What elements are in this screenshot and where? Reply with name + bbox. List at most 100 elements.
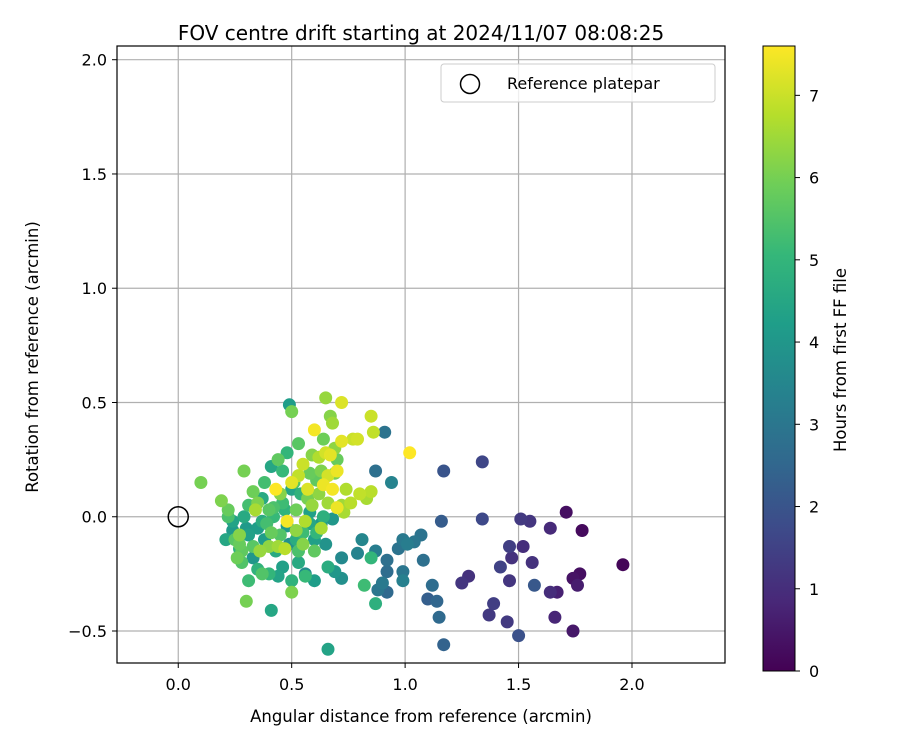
data-point: [369, 597, 383, 611]
data-point: [548, 610, 562, 624]
data-point: [543, 585, 557, 599]
x-tick-label: 1.0: [392, 675, 417, 694]
colorbar-tick-label: 3: [809, 415, 819, 434]
data-point: [475, 455, 489, 469]
colorbar-tick-label: 7: [809, 86, 819, 105]
data-point: [285, 574, 299, 588]
y-axis-label: Rotation from reference (arcmin): [23, 221, 42, 493]
data-point: [505, 551, 519, 565]
data-point: [292, 556, 305, 569]
data-point: [380, 565, 394, 579]
y-tick-label: 0.0: [82, 508, 107, 527]
y-tick-label: 1.0: [82, 279, 107, 298]
x-tick-label: 1.5: [506, 675, 531, 694]
x-tick-label: 2.0: [619, 675, 644, 694]
data-point: [500, 615, 514, 629]
data-point: [335, 551, 349, 565]
data-point: [425, 578, 439, 592]
data-point: [566, 624, 580, 638]
data-point: [233, 528, 246, 542]
x-tick-label: 0.5: [279, 675, 304, 694]
data-point: [307, 544, 321, 558]
data-point: [255, 567, 269, 581]
data-point: [219, 533, 233, 547]
data-point: [269, 482, 283, 496]
data-point: [285, 476, 299, 489]
data-point: [239, 594, 253, 608]
colorbar-tick-label: 0: [809, 662, 819, 681]
data-point: [280, 514, 294, 528]
colorbar-tick-label: 4: [809, 333, 819, 352]
data-point: [264, 603, 278, 617]
plot-frame: [116, 45, 726, 664]
reference-point: [167, 505, 190, 528]
data-point: [543, 521, 557, 535]
data-point: [264, 526, 278, 540]
grid-lines: [117, 46, 725, 663]
data-point: [396, 574, 410, 588]
data-point: [339, 482, 353, 496]
data-point: [303, 466, 317, 480]
data-point: [430, 594, 444, 608]
data-point: [298, 569, 312, 583]
colorbar-tick-label: 5: [809, 251, 819, 270]
data-point: [437, 638, 451, 652]
data-point: [194, 476, 208, 489]
data-point: [326, 416, 339, 430]
y-axis-ticks: −0.5 0.0 0.5 1.0 1.5 2.0: [68, 51, 117, 641]
legend-marker-icon: [459, 73, 481, 95]
data-point: [512, 629, 526, 643]
data-point: [432, 610, 446, 624]
data-point: [262, 503, 276, 517]
data-point: [307, 423, 321, 437]
data-point: [487, 597, 501, 611]
data-point: [253, 544, 267, 558]
data-point: [305, 498, 319, 512]
data-point: [326, 482, 339, 496]
data-point: [278, 542, 292, 556]
data-point: [475, 512, 489, 526]
data-point: [385, 476, 398, 489]
legend-box: [440, 63, 716, 103]
reference-marker: [167, 505, 190, 528]
data-point: [482, 608, 496, 622]
data-point: [248, 503, 262, 517]
data-point: [237, 510, 251, 524]
y-tick-label: 0.5: [82, 393, 107, 412]
data-point: [296, 537, 310, 551]
data-point: [292, 437, 305, 451]
data-point: [319, 537, 333, 551]
data-point: [514, 512, 528, 526]
data-point: [242, 528, 256, 542]
colorbar-ticks: 0 1 2 3 4 5 6 7: [795, 86, 819, 681]
data-point: [503, 540, 516, 553]
data-point: [375, 576, 389, 590]
legend: Reference platepar: [440, 63, 716, 103]
colorbar: [762, 45, 796, 672]
data-point: [319, 391, 333, 405]
data-point: [353, 487, 367, 501]
colorbar-tick-label: 2: [809, 498, 819, 517]
chart-title: FOV centre drift starting at 2024/11/07 …: [178, 21, 664, 45]
data-point: [380, 553, 394, 567]
data-point: [527, 578, 541, 592]
data-point: [437, 464, 451, 478]
data-point: [301, 482, 315, 496]
data-point: [316, 510, 330, 524]
data-point: [493, 560, 507, 574]
data-point: [503, 574, 516, 588]
data-point: [330, 464, 344, 478]
data-point: [355, 533, 369, 547]
x-axis-label: Angular distance from reference (arcmin): [250, 707, 592, 726]
data-point: [296, 457, 310, 471]
legend-label: Reference platepar: [507, 74, 660, 93]
data-point: [571, 578, 584, 592]
data-point: [364, 409, 378, 423]
colorbar-label: Hours from first FF file: [831, 268, 850, 452]
data-point: [364, 551, 378, 565]
y-tick-label: 1.5: [82, 165, 107, 184]
data-point: [233, 537, 246, 551]
data-point: [323, 448, 337, 462]
data-point: [237, 464, 251, 478]
